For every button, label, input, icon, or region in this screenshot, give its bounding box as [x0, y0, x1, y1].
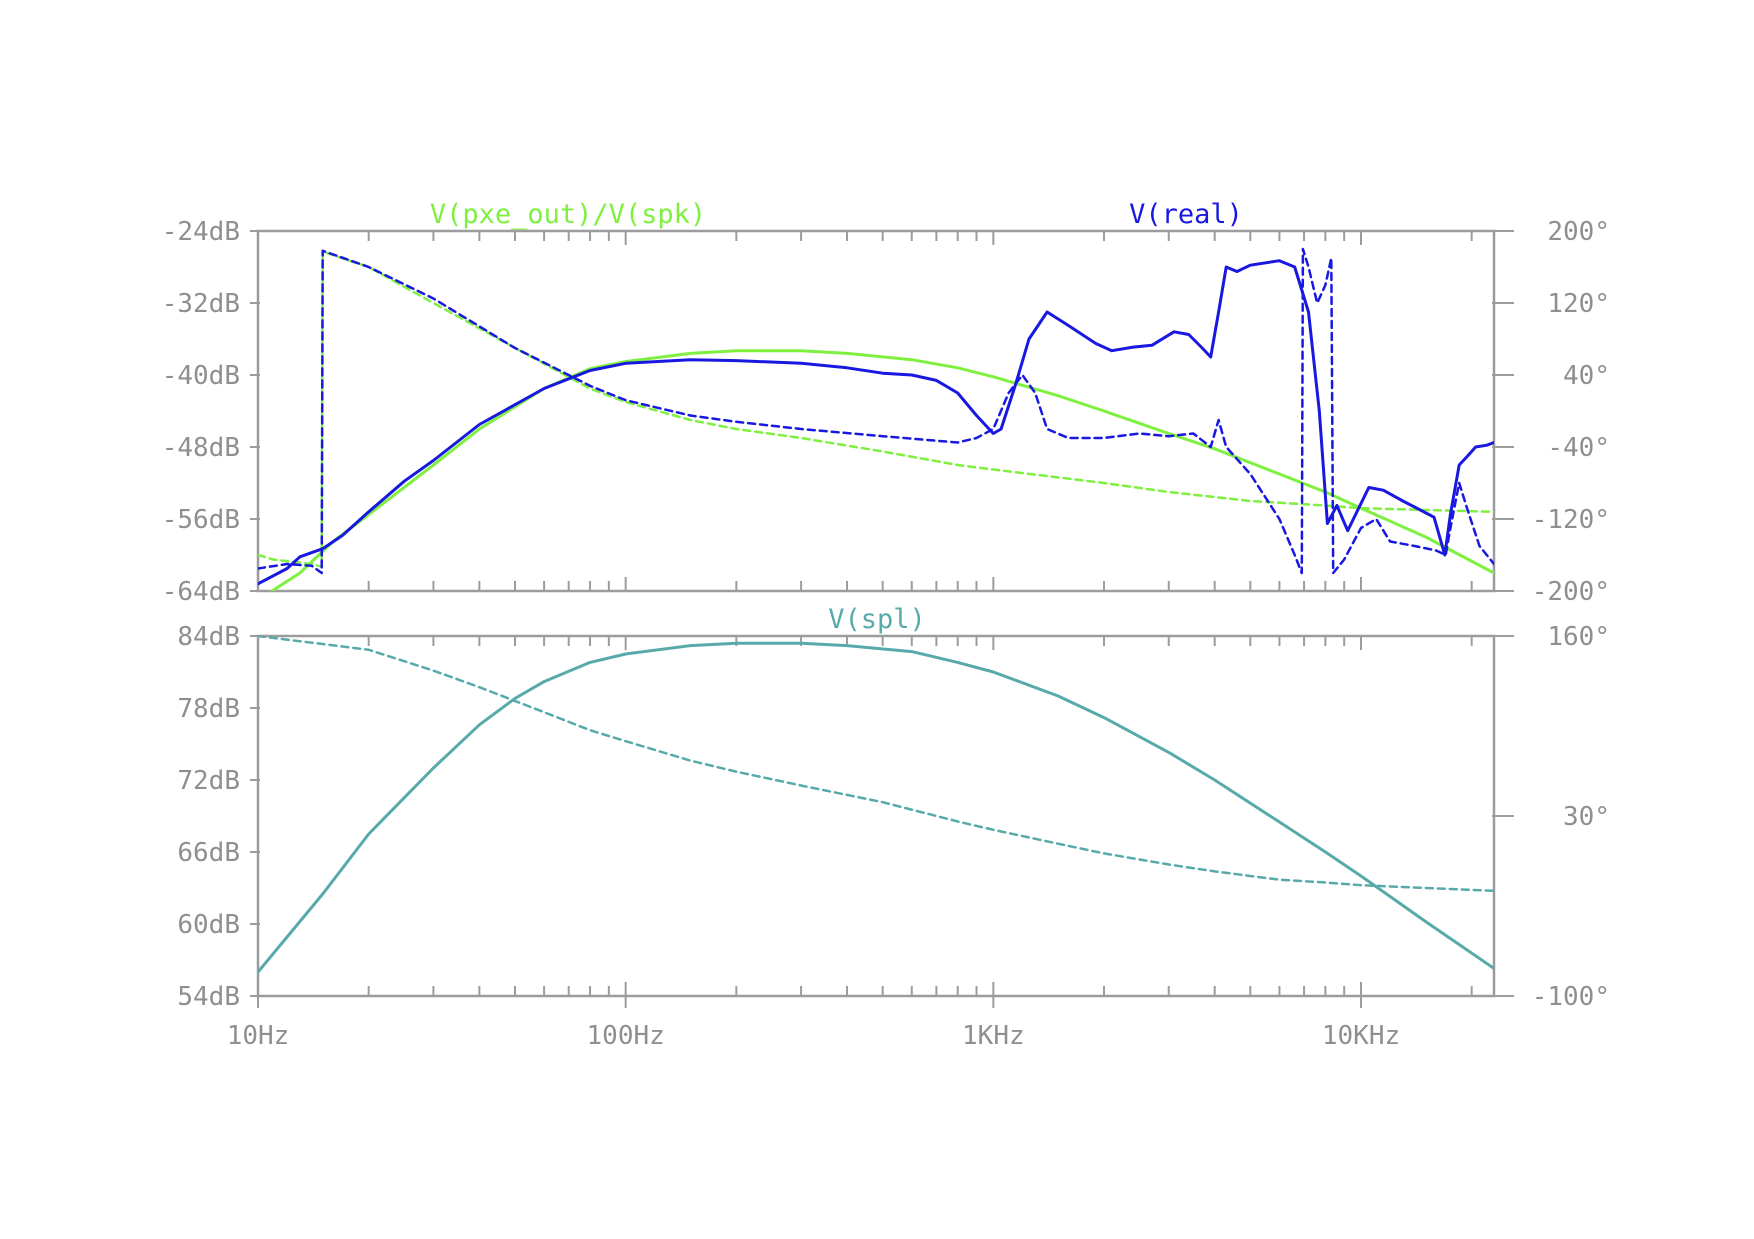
x-tick-label: 1KHz [962, 1021, 1025, 1051]
x-tick-label: 100Hz [587, 1021, 665, 1051]
pane-1-left-tick-label: 60dB [177, 910, 240, 940]
pane-1-left-tick-label: 72dB [177, 766, 240, 796]
pane-1-right-tick-label: 30° [1563, 802, 1610, 832]
series-0-0-phase-line [258, 250, 1494, 568]
pane-0-left-tick-label: -56dB [162, 505, 240, 535]
pane-1-left-tick-label: 84dB [177, 622, 240, 652]
pane-1-frame [256, 634, 1496, 998]
series-0-0-legend: V(pxe_out)/V(spk) [430, 199, 706, 230]
pane-0-right-tick-label: 40° [1563, 361, 1610, 391]
pane-0-right-tick-label: 120° [1547, 289, 1610, 319]
series-1-0-phase-line [258, 636, 1494, 893]
pane-0-right-tick-label: -120° [1532, 505, 1610, 535]
pane-0-left-tick-label: -64dB [162, 577, 240, 607]
series-1-0-legend: V(spl) [828, 604, 926, 635]
series-0-1-magnitude-line [258, 259, 1494, 586]
series-1-0-magnitude-line [258, 641, 1494, 974]
x-tick-label: 10Hz [227, 1021, 290, 1051]
pane-1-left-tick-label: 78dB [177, 694, 240, 724]
pane-1-left-tick-label: 66dB [177, 838, 240, 868]
x-tick-label: 10KHz [1322, 1021, 1400, 1051]
series-0-0-magnitude-line [269, 349, 1494, 591]
pane-0-left-tick-label: -48dB [162, 433, 240, 463]
pane-0-frame [256, 229, 1496, 593]
pane-0-left-tick-label: -40dB [162, 361, 240, 391]
pane-1-right-tick-label: -100° [1532, 982, 1610, 1012]
series-0-1-phase-line [258, 247, 1494, 575]
pane-0-right-tick-label: -40° [1547, 433, 1610, 463]
pane-0-left-tick-label: -32dB [162, 289, 240, 319]
series-0-1-legend: V(real) [1129, 199, 1243, 230]
pane-1-left-tick-label: 54dB [177, 982, 240, 1012]
pane-0-right-tick-label: 200° [1547, 217, 1610, 247]
pane-0-right-tick-label: -200° [1532, 577, 1610, 607]
pane-0-left-tick-label: -24dB [162, 217, 240, 247]
pane-1-right-tick-label: 160° [1547, 622, 1610, 652]
